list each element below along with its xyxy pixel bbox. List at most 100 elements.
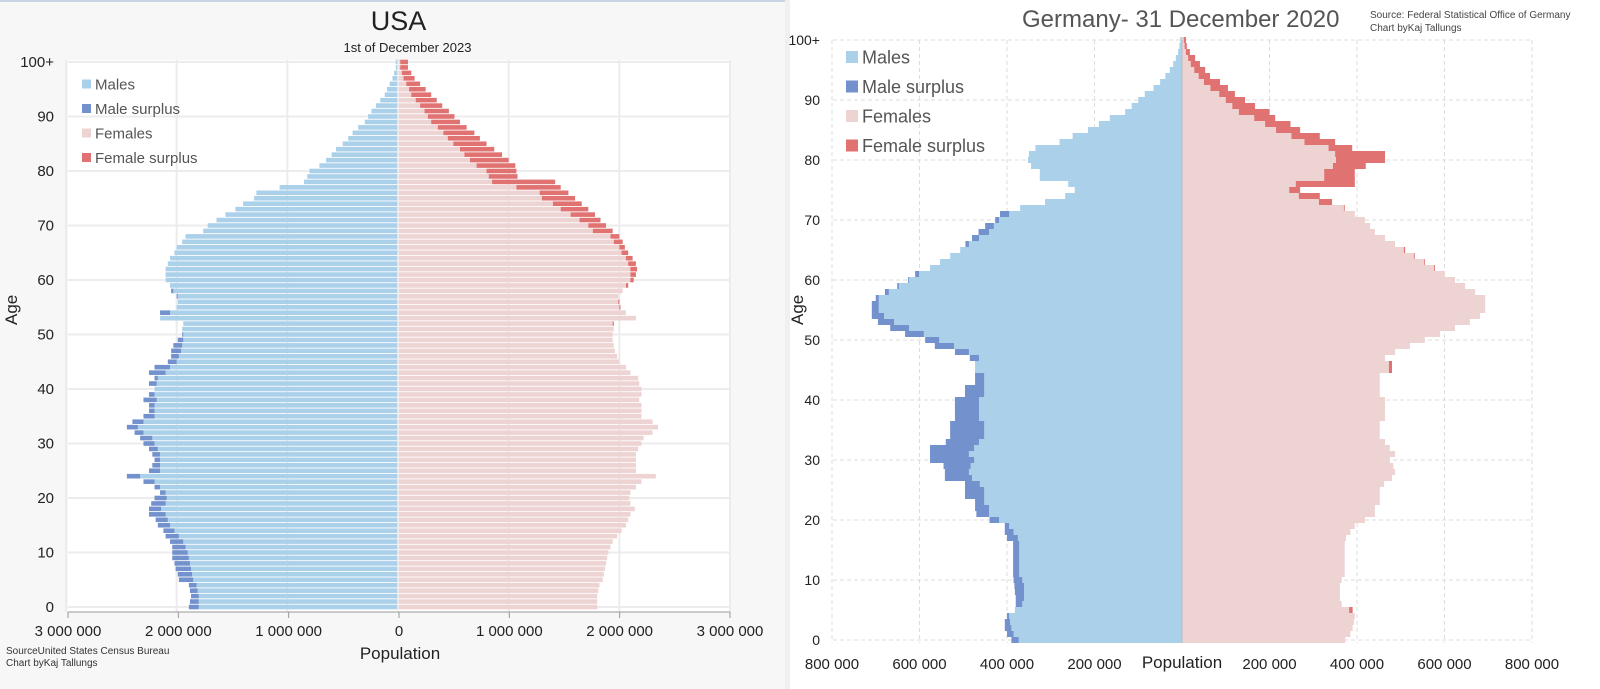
germany-female-surplus-bar-age-89 xyxy=(1232,103,1256,109)
usa-male-surplus-bar-age-34 xyxy=(132,419,144,424)
germany-female-surplus-bar-age-75 xyxy=(1289,187,1301,193)
usa-male-surplus-bar-age-3 xyxy=(189,588,198,593)
usa-male-bar-age-100 xyxy=(395,59,398,65)
germany-female-bar-age-91 xyxy=(1182,91,1220,97)
usa-female-bar-age-75 xyxy=(398,195,542,201)
germany-female-surplus-bar-age-63 xyxy=(1423,259,1425,265)
germany-male-surplus-bar-age-67 xyxy=(972,235,979,241)
germany-female-surplus-bar-age-88 xyxy=(1238,109,1270,115)
germany-male-surplus-bar-age-56 xyxy=(871,301,879,307)
usa-female-bar-age-88 xyxy=(398,125,438,130)
germany-female-bar-age-35 xyxy=(1182,427,1380,433)
germany-male-bar-age-25 xyxy=(984,487,1182,493)
germany-female-bar-age-93 xyxy=(1182,79,1204,85)
usa-female-surplus-bar-age-84 xyxy=(459,146,495,152)
germany-female-bar-age-70 xyxy=(1182,217,1365,223)
usa-female-surplus-bar-age-75 xyxy=(541,195,576,201)
usa-female-bar-age-43 xyxy=(398,370,631,375)
germany-male-bar-age-26 xyxy=(979,481,1182,487)
usa-male-bar-age-2 xyxy=(198,593,398,599)
usa-female-surplus-bar-age-92 xyxy=(420,103,443,108)
germany-male-bar-age-28 xyxy=(968,469,1182,475)
usa-male-bar-age-90 xyxy=(368,114,398,119)
germany-male-bar-age-83 xyxy=(1059,139,1182,145)
usa-male-bar-age-6 xyxy=(192,572,398,577)
germany-male-bar-age-68 xyxy=(989,229,1182,235)
usa-male-surplus-bar-age-47 xyxy=(171,348,182,354)
germany-female-bar-age-44 xyxy=(1182,373,1380,379)
germany-male-bar-age-55 xyxy=(878,307,1182,313)
germany-female-surplus-bar-age-45 xyxy=(1388,367,1392,373)
germany-x-tick-label: 400 000 xyxy=(980,656,1034,673)
germany-female-bar-age-57 xyxy=(1182,295,1486,301)
germany-female-bar-age-23 xyxy=(1182,499,1380,505)
germany-female-bar-age-63 xyxy=(1182,259,1424,265)
usa-female-bar-age-96 xyxy=(398,81,407,87)
usa-y-tick-label: 40 xyxy=(37,381,54,398)
usa-male-surplus-bar-age-25 xyxy=(149,468,161,474)
germany-female-bar-age-32 xyxy=(1182,445,1390,451)
usa-male-surplus-bar-age-50 xyxy=(182,332,184,337)
germany-male-bar-age-64 xyxy=(950,253,1182,259)
germany-male-surplus-bar-age-17 xyxy=(1007,535,1018,541)
germany-x-tick-label: 400 000 xyxy=(1330,656,1384,673)
germany-y-tick-label: 100+ xyxy=(788,32,820,48)
usa-male-surplus-bar-age-12 xyxy=(170,539,184,544)
usa-male-bar-age-65 xyxy=(174,250,398,256)
germany-female-bar-age-69 xyxy=(1182,223,1371,229)
usa-male-bar-age-62 xyxy=(165,266,398,272)
germany-male-bar-age-59 xyxy=(898,283,1182,289)
germany-credit: Chart byKaj Tallungs xyxy=(1370,23,1462,34)
germany-female-bar-age-59 xyxy=(1182,283,1466,289)
germany-male-surplus-bar-age-53 xyxy=(877,319,895,325)
germany-male-surplus-bar-age-35 xyxy=(950,427,985,433)
usa-female-bar-age-9 xyxy=(398,555,608,561)
usa-male-bar-age-38 xyxy=(156,397,398,403)
usa-x-tick-label: 1 000 000 xyxy=(255,623,322,640)
germany-male-bar-age-79 xyxy=(1031,163,1182,169)
germany-female-surplus-bar-age-93 xyxy=(1203,79,1221,85)
usa-male-bar-age-73 xyxy=(235,206,398,212)
germany-male-surplus-bar-age-10 xyxy=(1013,577,1023,583)
germany-female-bar-age-94 xyxy=(1182,73,1199,79)
usa-male-surplus-bar-age-37 xyxy=(149,403,155,408)
usa-male-bar-age-44 xyxy=(170,364,398,370)
germany-y-tick-label: 40 xyxy=(804,392,820,408)
usa-male-bar-age-91 xyxy=(371,108,398,114)
germany-male-surplus-bar-age-15 xyxy=(1013,547,1020,553)
usa-female-bar-age-72 xyxy=(398,212,571,217)
usa-male-surplus-bar-age-30 xyxy=(143,441,155,446)
germany-female-bar-age-67 xyxy=(1182,235,1385,241)
usa-female-bar-age-39 xyxy=(398,392,642,397)
usa-y-tick-label: 50 xyxy=(37,327,54,344)
usa-male-bar-age-64 xyxy=(170,255,398,261)
germany-female-bar-age-78 xyxy=(1182,169,1325,175)
usa-y-tick-label: 10 xyxy=(37,545,54,562)
usa-male-bar-age-19 xyxy=(165,501,398,506)
usa-male-bar-age-12 xyxy=(183,539,398,544)
usa-female-bar-age-74 xyxy=(398,201,553,206)
usa-male-bar-age-13 xyxy=(178,533,398,539)
germany-male-bar-age-10 xyxy=(1022,577,1182,583)
usa-male-bar-age-96 xyxy=(389,81,398,87)
germany-female-surplus-bar-age-100 xyxy=(1183,37,1186,43)
germany-male-bar-age-60 xyxy=(909,277,1182,283)
germany-male-bar-age-2 xyxy=(1011,625,1182,631)
germany-male-bar-age-82 xyxy=(1035,145,1182,151)
usa-legend-swatch-0 xyxy=(82,79,91,89)
germany-male-bar-age-13 xyxy=(1019,559,1182,565)
germany-source: Source: Federal Statistical Office of Ge… xyxy=(1370,10,1571,21)
usa-male-surplus-bar-age-23 xyxy=(143,479,155,484)
germany-female-bar-age-12 xyxy=(1182,565,1345,571)
germany-female-bar-age-33 xyxy=(1182,439,1385,445)
germany-male-surplus-bar-age-12 xyxy=(1013,565,1020,571)
usa-female-bar-age-82 xyxy=(398,157,470,163)
germany-female-bar-age-73 xyxy=(1182,199,1319,205)
germany-female-surplus-bar-age-91 xyxy=(1219,91,1235,97)
usa-male-bar-age-89 xyxy=(364,119,398,125)
germany-female-surplus-bar-age-84 xyxy=(1291,133,1320,139)
germany-male-bar-age-99 xyxy=(1179,43,1182,49)
usa-male-bar-age-18 xyxy=(161,506,398,512)
germany-male-bar-age-9 xyxy=(1024,583,1182,589)
germany-male-bar-age-100 xyxy=(1180,37,1182,43)
